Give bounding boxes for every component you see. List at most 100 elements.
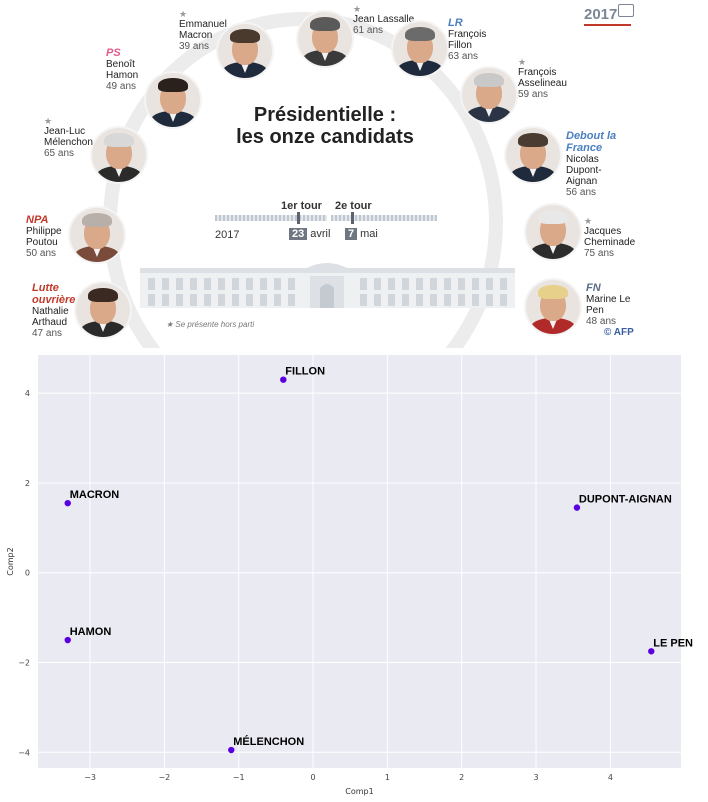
timeline-bar (215, 215, 327, 221)
y-tick-label: 2 (25, 479, 30, 488)
candidate-age: 39 ans (179, 41, 210, 52)
candidate-name: Jean-Luc Mélenchon (44, 126, 93, 148)
ballot-box-icon (618, 4, 634, 17)
y-tick-label: −2 (18, 659, 30, 668)
afp-credit: © AFP (604, 327, 634, 338)
candidate-age: 75 ans (584, 248, 615, 259)
candidate-age: 61 ans (353, 25, 384, 36)
first-round-marker (297, 212, 300, 224)
point-label: DUPONT-AIGNAN (579, 494, 672, 506)
second-round-label: 2e tour (335, 200, 372, 212)
candidate-name: Emmanuel Macron (179, 19, 227, 41)
data-point (64, 636, 71, 644)
y-tick-label: 4 (25, 389, 30, 398)
candidate-info: FN Marine Le Pen 48 ans (586, 282, 648, 327)
x-tick-label: −3 (84, 773, 96, 782)
candidate-name: Philippe Poutou (26, 226, 62, 248)
second-round-marker (351, 212, 354, 224)
candidate-portrait (70, 208, 124, 262)
data-point (280, 376, 287, 383)
candidate-info: NPA Philippe Poutou 50 ans (26, 214, 88, 259)
candidate-age: 63 ans (448, 51, 479, 62)
candidate-portrait (146, 73, 200, 127)
grid-lines (38, 355, 681, 768)
axis-ticks: −3 −2 −1 0 1 2 3 4 −4 −2 0 2 4 (18, 389, 613, 782)
candidate-info: Lutte ouvrière Nathalie Arthaud 47 ans (32, 282, 94, 339)
candidate-age: 59 ans (518, 89, 549, 100)
candidate-age: 65 ans (44, 148, 75, 159)
candidate-name: Benoît Hamon (106, 59, 139, 81)
candidate-party: Debout la France (566, 130, 617, 154)
y-tick-label: −4 (18, 748, 30, 757)
candidate-age: 47 ans (32, 328, 63, 339)
candidate-portrait (218, 24, 272, 78)
candidate-portrait (92, 128, 146, 182)
candidate-info: ★ François Asselineau 59 ans (518, 57, 580, 101)
candidate-name: Jacques Cheminade (584, 226, 636, 248)
candidate-name: Nathalie Arthaud (32, 306, 69, 328)
point-label: LE PEN (653, 637, 693, 649)
candidate-info: PS Benoît Hamon 49 ans (106, 47, 168, 92)
data-point (573, 504, 581, 511)
pca-scatter-plot: −3 −2 −1 0 1 2 3 4 −4 −2 0 2 4 FILLON MACRON DUPONT-AI… (0, 348, 708, 802)
candidate-party: Lutte ouvrière (32, 282, 76, 306)
candidate-portrait (526, 280, 580, 334)
candidate-portrait (462, 68, 516, 122)
elysee-palace-illustration (140, 263, 515, 308)
candidate-age: 49 ans (106, 81, 137, 92)
x-tick-label: 3 (533, 773, 538, 782)
candidate-party: PS (106, 47, 121, 59)
candidate-info: ★ Emmanuel Macron 39 ans (179, 9, 241, 53)
candidate-portrait (526, 205, 580, 259)
candidate-name: François Fillon (448, 29, 487, 51)
x-tick-label: 1 (385, 773, 390, 782)
y-axis-label: Comp2 (6, 547, 15, 575)
point-label: FILLON (285, 366, 325, 378)
candidate-info: LR François Fillon 63 ans (448, 17, 510, 62)
independent-star-icon: ★ (179, 9, 188, 19)
election-dates: 1er tour 2e tour 2017 23 avril 7 mai (215, 198, 437, 246)
candidate-name: Nicolas Dupont-Aignan (566, 154, 602, 187)
candidate-party: NPA (26, 214, 49, 226)
x-tick-label: 0 (310, 773, 315, 782)
independent-star-icon: ★ (44, 116, 53, 126)
candidate-name: Jean Lassalle (353, 14, 415, 25)
scatter-chart: −3 −2 −1 0 1 2 3 4 −4 −2 0 2 4 FILLON MACRON DUPONT-AI… (6, 355, 693, 796)
first-round-label: 1er tour (281, 200, 322, 212)
second-round-date: 7 mai (345, 228, 378, 240)
data-point (648, 648, 655, 655)
candidate-info: ★ Jean-Luc Mélenchon 65 ans (44, 116, 106, 160)
independent-star-icon: ★ (584, 216, 593, 226)
candidate-party: FN (586, 282, 601, 294)
candidate-party: LR (448, 17, 463, 29)
candidate-info: ★ Jean Lassalle 61 ans (353, 4, 415, 37)
x-tick-label: −2 (158, 773, 170, 782)
candidate-age: 50 ans (26, 248, 57, 259)
candidate-age: 48 ans (586, 316, 617, 327)
data-points: FILLON MACRON DUPONT-AIGNAN HAMON LE PEN MÉLE… (64, 366, 693, 754)
independent-star-icon: ★ (518, 57, 527, 67)
candidate-info: Debout la France Nicolas Dupont-Aignan 56 … (566, 130, 628, 198)
first-round-date: 23 avril (289, 228, 330, 240)
candidate-portrait (298, 12, 352, 66)
point-label: MACRON (70, 489, 120, 501)
candidate-name: François Asselineau (518, 67, 567, 89)
footnote: ★ Se présente hors parti (166, 320, 255, 329)
infographic-title: Présidentielle : les onze candidats (236, 104, 414, 148)
candidate-portrait (393, 22, 447, 76)
independent-star-icon: ★ (353, 4, 362, 14)
candidate-info: ★ Jacques Cheminade 75 ans (584, 216, 646, 260)
candidates-infographic: 2017 Présidentielle : les onze candidats… (0, 0, 708, 348)
x-axis-label: Comp1 (345, 787, 373, 796)
x-tick-label: 2 (459, 773, 464, 782)
data-point (64, 499, 71, 507)
data-point (228, 746, 235, 754)
candidate-portrait (506, 128, 560, 182)
timeline-bar (331, 215, 437, 221)
candidate-name: Marine Le Pen (586, 294, 631, 316)
year-logo: 2017 (584, 6, 632, 26)
candidate-age: 56 ans (566, 187, 597, 198)
point-label: HAMON (70, 626, 112, 638)
candidate-portrait (76, 283, 130, 337)
x-tick-label: −1 (233, 773, 245, 782)
